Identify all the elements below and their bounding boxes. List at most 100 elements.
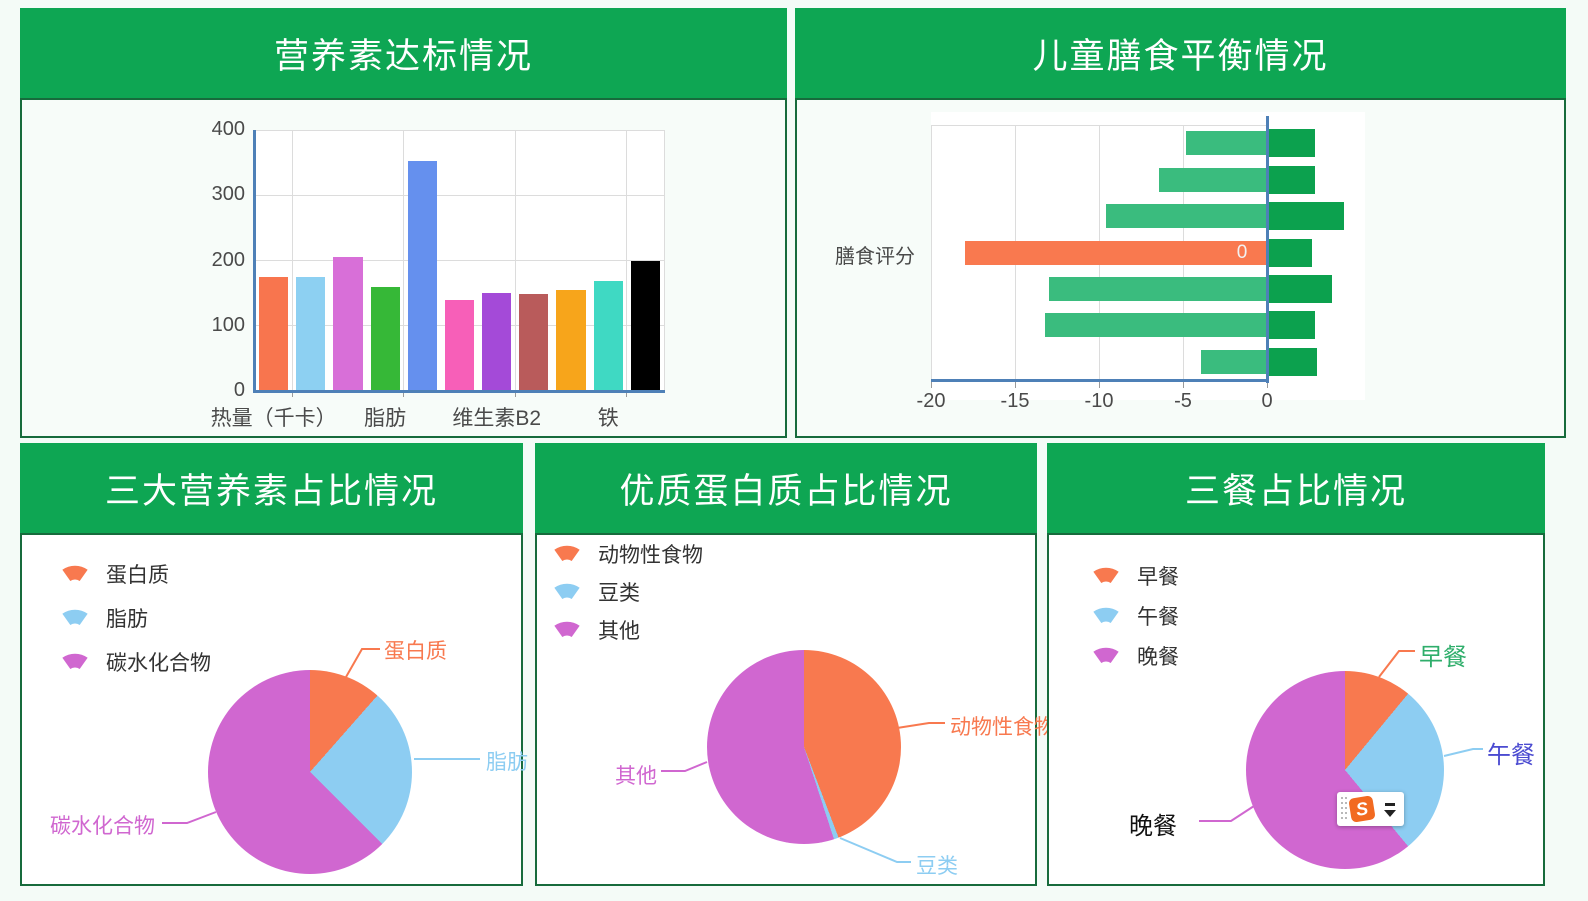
y-tick-label: 300 [211, 183, 245, 206]
paste-dropdown-button[interactable] [1381, 797, 1401, 821]
x-tick-label: -5 [1174, 390, 1192, 412]
callout-line [896, 722, 945, 729]
panel-nutrient-bar: 营养素达标情况 0 100 200 300 400 热量（千卡） 脂肪 维生素B2 铁 [20, 8, 787, 438]
panel-title: 儿童膳食平衡情况 [1032, 36, 1329, 76]
pie-protein[interactable] [707, 650, 901, 844]
y-tick-label: 200 [211, 248, 245, 271]
negative-bar[interactable] [1159, 167, 1267, 192]
x-tick-label: 0 [1261, 390, 1273, 412]
legend-label: 晚餐 [1137, 646, 1179, 669]
nutrient-bar-chart: 0 100 200 300 400 热量（千卡） 脂肪 维生素B2 铁 [20, 98, 787, 438]
positive-bar[interactable] [1268, 165, 1316, 194]
legend-label: 豆类 [598, 582, 640, 605]
legend-label: 午餐 [1137, 606, 1179, 629]
x-tick-mark [626, 391, 628, 397]
x-tick-mark [1014, 382, 1016, 388]
negative-bar[interactable] [1105, 204, 1267, 229]
legend-item-protein[interactable]: 蛋白质 [58, 559, 211, 589]
legend-item-breakfast[interactable]: 早餐 [1089, 561, 1179, 591]
panel-protein-pie: 优质蛋白质占比情况 动物性食物 豆类 其他 [535, 443, 1055, 886]
callout-line [162, 811, 217, 824]
bar[interactable] [444, 299, 475, 391]
pie-fan-icon [1093, 607, 1119, 624]
legend-label: 脂肪 [106, 608, 148, 631]
y-gridline [255, 260, 664, 261]
slice-label: 晚餐 [1129, 813, 1177, 840]
minus-bar-icon [1385, 803, 1395, 806]
panel-diet-balance: 儿童膳食平衡情况 -20 -15 -10 -5 0 0 膳食评分 [795, 8, 1566, 438]
legend-item-animal-food[interactable]: 动物性食物 [550, 539, 703, 569]
slice-label: 动物性食物 [950, 716, 1055, 739]
slice-label: 其他 [615, 765, 657, 788]
pie-fan-icon [1093, 567, 1119, 584]
bar[interactable] [556, 289, 586, 391]
zero-axis-line [1266, 116, 1269, 383]
x-tick-label: -20 [916, 390, 946, 412]
legend-item-lunch[interactable]: 午餐 [1089, 601, 1179, 631]
legend-item-other[interactable]: 其他 [550, 615, 703, 645]
bar[interactable] [482, 293, 512, 391]
pie-macro[interactable] [208, 670, 412, 874]
bar-value-label: 0 [1236, 241, 1248, 263]
drag-handle-dots-icon [1341, 797, 1343, 821]
positive-bar[interactable] [1268, 129, 1316, 158]
bar[interactable] [259, 276, 289, 391]
positive-bar[interactable] [1268, 347, 1317, 376]
negative-bar[interactable] [964, 240, 1267, 265]
pie-fan-icon [554, 583, 580, 600]
panel-header-macro-pie: 三大营养素占比情况 [20, 443, 523, 533]
x-gridline [403, 130, 405, 391]
positive-bar[interactable] [1268, 274, 1332, 303]
x-tick-mark [514, 391, 516, 397]
x-axis-label: 维生素B2 [452, 407, 542, 430]
bar[interactable] [630, 260, 660, 391]
bar[interactable] [370, 286, 400, 391]
callout-line [345, 648, 380, 678]
legend-label: 动物性食物 [598, 544, 703, 567]
pie-fan-icon [62, 609, 88, 626]
x-tick-mark [291, 391, 293, 397]
legend-item-carbs[interactable]: 碳水化合物 [58, 647, 211, 677]
x-gridline [626, 130, 628, 391]
panel-title: 三餐占比情况 [1184, 471, 1407, 511]
x-tick-mark [930, 382, 932, 388]
x-axis-line [931, 379, 1269, 382]
paste-widget[interactable]: S [1337, 792, 1404, 826]
x-gridline [930, 125, 932, 380]
pie-meals[interactable] [1246, 671, 1444, 869]
panel-macro-pie: 三大营养素占比情况 蛋白质 脂肪 碳水化合物 [20, 443, 528, 886]
negative-bar[interactable] [1186, 131, 1267, 156]
slice-label: 碳水化合物 [50, 815, 155, 838]
negative-bar[interactable] [1201, 349, 1267, 374]
legend-item-dinner[interactable]: 晚餐 [1089, 641, 1179, 671]
positive-bar[interactable] [1268, 202, 1344, 231]
bar[interactable] [407, 161, 437, 391]
panel-title: 三大营养素占比情况 [104, 471, 438, 511]
legend-item-beans[interactable]: 豆类 [550, 577, 703, 607]
y-axis-label: 膳食评分 [835, 245, 915, 268]
x-gridline [514, 130, 516, 391]
negative-bar[interactable] [1048, 276, 1267, 301]
legend-label: 蛋白质 [106, 564, 169, 587]
callout-line [1443, 748, 1483, 757]
y-gridline [255, 129, 664, 131]
legend-label: 其他 [598, 620, 640, 643]
panel-header-meals-pie: 三餐占比情况 [1047, 443, 1545, 533]
positive-bar[interactable] [1268, 311, 1316, 340]
x-tick-mark [403, 391, 405, 397]
negative-bar[interactable] [1045, 313, 1267, 338]
bar[interactable] [593, 281, 623, 391]
bar[interactable] [296, 276, 326, 391]
legend-item-fat[interactable]: 脂肪 [58, 603, 211, 633]
x-gridline [663, 130, 665, 391]
bar[interactable] [333, 257, 363, 391]
callout-line [1199, 805, 1255, 822]
drag-handle-dots-icon [1345, 797, 1347, 821]
panel-header-diet-balance: 儿童膳食平衡情况 [795, 8, 1566, 98]
wps-s-logo-icon[interactable]: S [1348, 795, 1376, 823]
pie-fan-icon [1093, 647, 1119, 664]
callout-line [1378, 650, 1415, 678]
positive-bar[interactable] [1268, 238, 1312, 267]
bar[interactable] [519, 294, 549, 391]
